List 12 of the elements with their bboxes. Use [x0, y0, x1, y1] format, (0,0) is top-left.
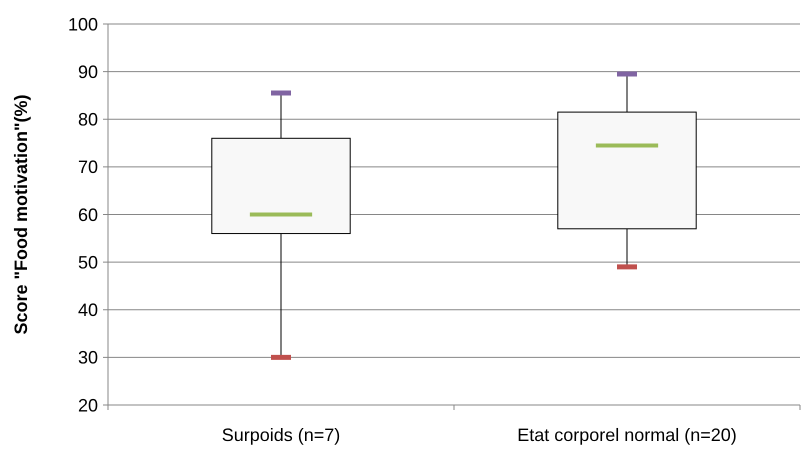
- y-tick-label: 70: [78, 157, 98, 178]
- y-tick-label: 40: [78, 300, 98, 320]
- x-tick-label: Surpoids (n=7): [222, 425, 340, 445]
- y-tick-label: 100: [68, 14, 98, 34]
- x-tick-label: Etat corporel normal (n=20): [517, 425, 737, 445]
- y-tick-label: 90: [78, 62, 98, 82]
- y-tick-label: 60: [78, 204, 98, 225]
- y-tick-label: 20: [78, 395, 98, 416]
- y-tick-label: 30: [78, 348, 98, 368]
- y-tick-label: 80: [78, 110, 98, 130]
- y-tick-label: 50: [78, 252, 98, 272]
- y-axis-title: Score "Food motivation"(%): [11, 94, 31, 335]
